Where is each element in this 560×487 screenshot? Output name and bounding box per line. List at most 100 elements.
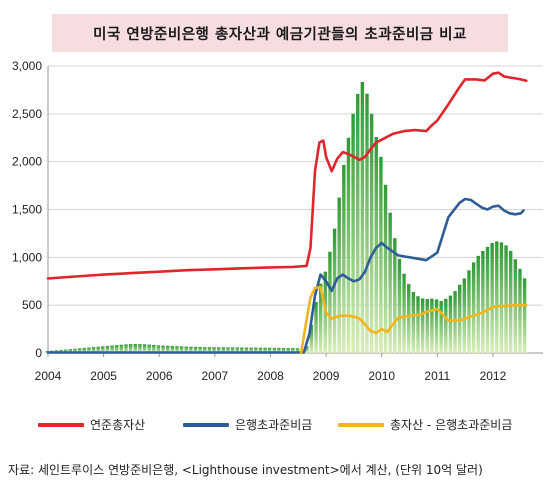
y-tick-label: 1,500 xyxy=(12,203,42,217)
chart-title: 미국 연방준비은행 총자산과 예금기관들의 초과준비금 비교 xyxy=(93,26,467,43)
bar xyxy=(281,347,286,353)
bar xyxy=(207,347,212,353)
bar xyxy=(337,197,341,353)
bar xyxy=(193,346,198,353)
bar xyxy=(425,299,429,353)
bar xyxy=(444,298,448,353)
bar xyxy=(249,347,253,353)
bar xyxy=(508,250,513,353)
bar xyxy=(244,347,249,353)
legend-swatch-total-assets xyxy=(38,422,84,427)
series-line-total-assets xyxy=(46,71,528,280)
bar xyxy=(434,299,439,353)
y-tick-label: 500 xyxy=(22,298,42,312)
bar xyxy=(397,258,402,353)
bar xyxy=(272,347,277,353)
bar xyxy=(407,284,411,353)
bar xyxy=(346,137,351,353)
bar xyxy=(267,347,272,353)
x-tick-label: 2009 xyxy=(313,369,340,383)
bar xyxy=(105,345,110,353)
x-tick-label: 2012 xyxy=(480,369,507,383)
bar xyxy=(522,278,527,353)
x-tick-label: 2004 xyxy=(35,369,62,383)
legend-item-difference: 총자산 - 은행초과준비금 xyxy=(338,416,512,433)
y-tick-label: 2,500 xyxy=(12,107,42,121)
bar xyxy=(68,349,73,353)
bar xyxy=(439,301,443,353)
bar xyxy=(411,292,416,353)
y-tick-label: 0 xyxy=(35,346,42,360)
bar xyxy=(226,347,230,353)
bar xyxy=(416,296,420,353)
bar xyxy=(77,348,82,353)
bar xyxy=(170,345,175,353)
bar xyxy=(518,268,522,353)
y-tick-label: 3,000 xyxy=(12,59,42,73)
bar xyxy=(332,228,337,353)
x-tick-label: 2011 xyxy=(424,369,450,383)
bar xyxy=(485,246,490,353)
bar xyxy=(216,347,221,353)
bar xyxy=(189,346,193,353)
bar xyxy=(499,242,504,353)
bar xyxy=(277,347,281,353)
bar xyxy=(235,347,239,353)
bar xyxy=(453,291,457,353)
x-tick-label: 2010 xyxy=(368,369,395,383)
bar xyxy=(138,344,142,353)
x-tick-label: 2008 xyxy=(257,369,284,383)
bar xyxy=(156,345,161,353)
bar xyxy=(240,347,244,353)
bar xyxy=(379,156,383,353)
bar xyxy=(309,324,314,353)
bar xyxy=(504,245,508,353)
bar xyxy=(490,242,494,353)
bar xyxy=(152,344,156,353)
bar xyxy=(318,283,323,353)
bar xyxy=(128,344,133,353)
legend-label-difference: 총자산 - 은행초과준비금 xyxy=(390,418,513,432)
bar xyxy=(166,345,170,353)
bar xyxy=(476,255,480,353)
bar xyxy=(383,184,388,353)
bar xyxy=(87,347,91,353)
bar xyxy=(263,347,267,353)
bar xyxy=(430,298,434,353)
chart-title-banner: 미국 연방준비은행 총자산과 예금기관들의 초과준비금 비교 xyxy=(52,14,508,52)
bar xyxy=(286,348,290,353)
bar xyxy=(420,298,425,353)
bar xyxy=(481,250,485,353)
bar xyxy=(212,347,216,353)
bar xyxy=(328,251,332,353)
bar xyxy=(115,345,119,353)
bar xyxy=(133,343,137,353)
bar xyxy=(369,113,374,353)
legend-swatch-difference xyxy=(338,422,384,427)
bar xyxy=(388,212,392,353)
bar xyxy=(393,238,397,353)
bar xyxy=(360,81,365,353)
bar xyxy=(184,346,188,353)
bar xyxy=(110,345,114,353)
bar xyxy=(147,344,151,353)
bar xyxy=(179,346,184,353)
series-line-excess-reserves xyxy=(46,197,525,354)
bar xyxy=(175,346,179,353)
bar xyxy=(314,301,318,353)
bar xyxy=(82,347,86,353)
bar xyxy=(254,347,258,353)
bar xyxy=(291,348,295,353)
legend-item-total-assets: 연준총자산 xyxy=(38,416,145,433)
bar xyxy=(448,295,453,353)
source-note: 자료: 세인트루이스 연방준비은행, <Lighthouse investmen… xyxy=(8,463,483,477)
legend-label-total-assets: 연준총자산 xyxy=(90,418,146,432)
bar-series xyxy=(45,81,527,354)
bar xyxy=(402,273,406,353)
bar xyxy=(365,93,369,353)
bar xyxy=(142,344,147,353)
bar xyxy=(258,347,263,353)
x-tick-label: 2007 xyxy=(202,369,229,383)
bar xyxy=(91,347,96,353)
